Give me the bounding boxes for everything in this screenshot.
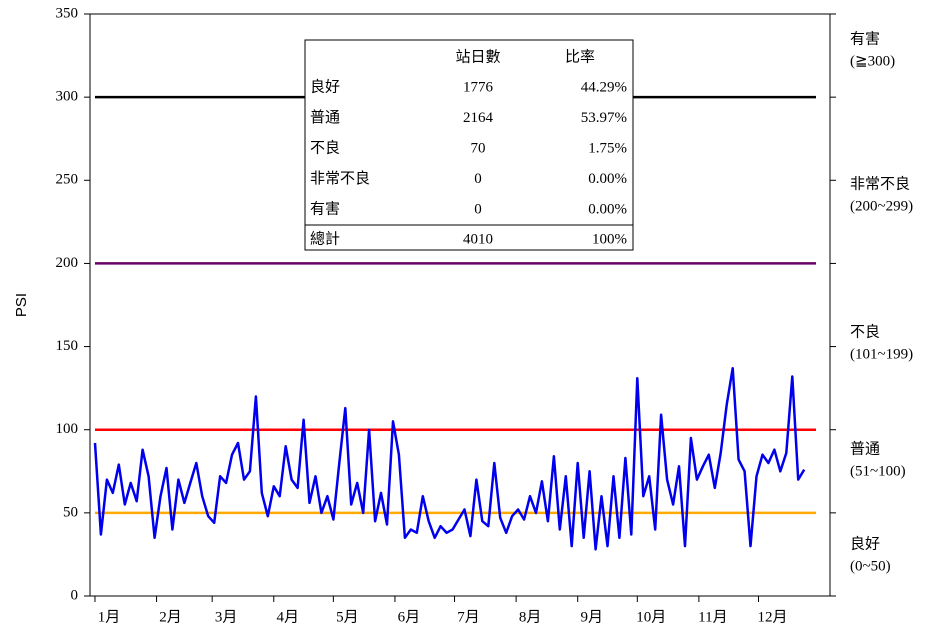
table-cell: 有害 bbox=[310, 200, 340, 217]
zone-name: 不良 bbox=[850, 323, 880, 340]
y-tick-label: 150 bbox=[56, 338, 79, 354]
zone-range: (0~50) bbox=[850, 558, 891, 574]
plot-frame bbox=[89, 13, 831, 597]
zone-range: (51~100) bbox=[850, 463, 906, 479]
zone-name: 有害 bbox=[850, 30, 880, 47]
y-tick-label: 100 bbox=[56, 421, 79, 437]
table-cell: 1776 bbox=[463, 79, 494, 95]
y-tick-label: 300 bbox=[56, 89, 79, 105]
y-tick-label: 350 bbox=[56, 5, 79, 21]
table-cell: 0 bbox=[474, 171, 482, 187]
zone-range: (101~199) bbox=[850, 346, 913, 362]
table-cell: 4010 bbox=[463, 231, 493, 247]
table-cell: 總計 bbox=[310, 229, 340, 247]
y-tick-label: 250 bbox=[56, 172, 79, 188]
table-cell: 53.97% bbox=[581, 110, 627, 126]
x-tick-label: 9月 bbox=[580, 609, 603, 625]
table-cell: 非常不良 bbox=[310, 170, 370, 187]
x-tick-label: 8月 bbox=[519, 609, 542, 625]
table-header: 站日數 bbox=[455, 48, 500, 65]
table-cell: 0 bbox=[474, 201, 482, 217]
y-tick-label: 200 bbox=[56, 255, 79, 271]
table-cell: 不良 bbox=[310, 139, 340, 156]
table-box bbox=[304, 39, 634, 251]
table-cell: 普通 bbox=[310, 109, 340, 126]
y-tick-label: 0 bbox=[71, 587, 79, 603]
table-cell: 100% bbox=[592, 231, 627, 247]
zone-name: 非常不良 bbox=[850, 175, 910, 192]
table-cell: 1.75% bbox=[588, 140, 627, 156]
x-tick-label: 7月 bbox=[457, 609, 480, 625]
table-cell: 良好 bbox=[310, 78, 340, 95]
data-line bbox=[93, 366, 806, 551]
table-cell: 0.00% bbox=[588, 171, 627, 187]
x-tick-label: 1月 bbox=[98, 609, 121, 625]
x-tick-label: 4月 bbox=[277, 609, 300, 625]
x-tick-label: 10月 bbox=[636, 609, 666, 625]
x-tick-label: 12月 bbox=[757, 609, 787, 625]
x-tick-label: 2月 bbox=[159, 609, 182, 625]
x-tick-label: 11月 bbox=[698, 609, 727, 625]
zone-range: (200~299) bbox=[850, 198, 913, 214]
y-axis-label: PSI bbox=[13, 293, 30, 317]
zone-name: 良好 bbox=[850, 535, 880, 552]
x-tick-label: 5月 bbox=[336, 609, 359, 625]
table-cell: 70 bbox=[471, 140, 486, 156]
table-header: 比率 bbox=[565, 48, 595, 65]
zone-name: 普通 bbox=[850, 440, 880, 457]
table-cell: 0.00% bbox=[588, 201, 627, 217]
table-cell: 44.29% bbox=[581, 79, 627, 95]
x-tick-label: 6月 bbox=[398, 609, 421, 625]
x-tick-label: 3月 bbox=[215, 609, 238, 625]
table-cell: 2164 bbox=[463, 110, 494, 126]
y-tick-label: 50 bbox=[63, 504, 78, 520]
zone-range: (≧300) bbox=[850, 53, 895, 69]
